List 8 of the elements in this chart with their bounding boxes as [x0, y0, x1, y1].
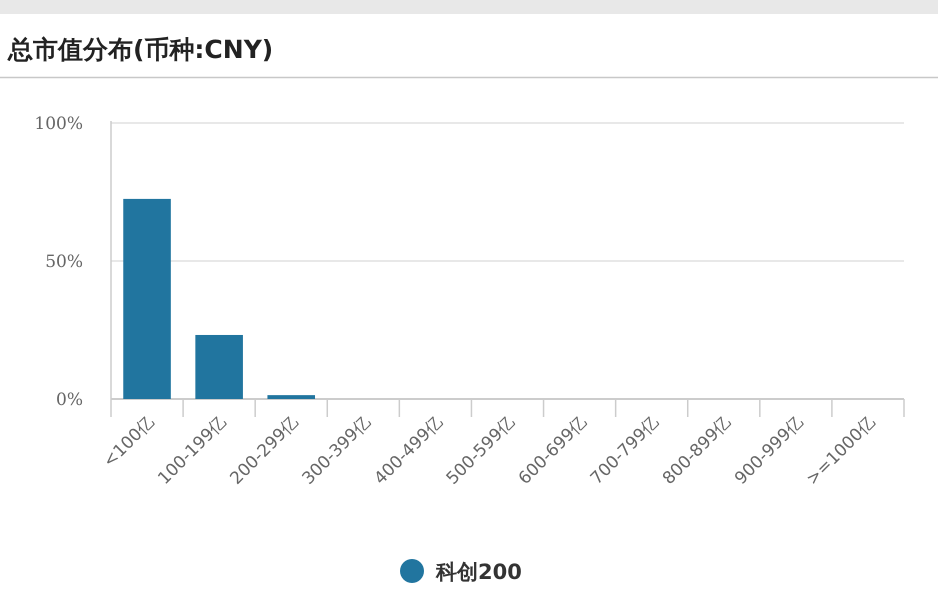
y-tick-label: 100% [34, 114, 83, 134]
legend-label: 科创200 [435, 560, 522, 584]
bar [195, 334, 243, 399]
bar [123, 198, 171, 399]
y-tick-label: 0% [56, 390, 83, 410]
y-tick-label: 50% [45, 252, 83, 272]
chart-title: 总市值分布(币种:CNY) [7, 35, 274, 64]
bar [267, 395, 316, 399]
